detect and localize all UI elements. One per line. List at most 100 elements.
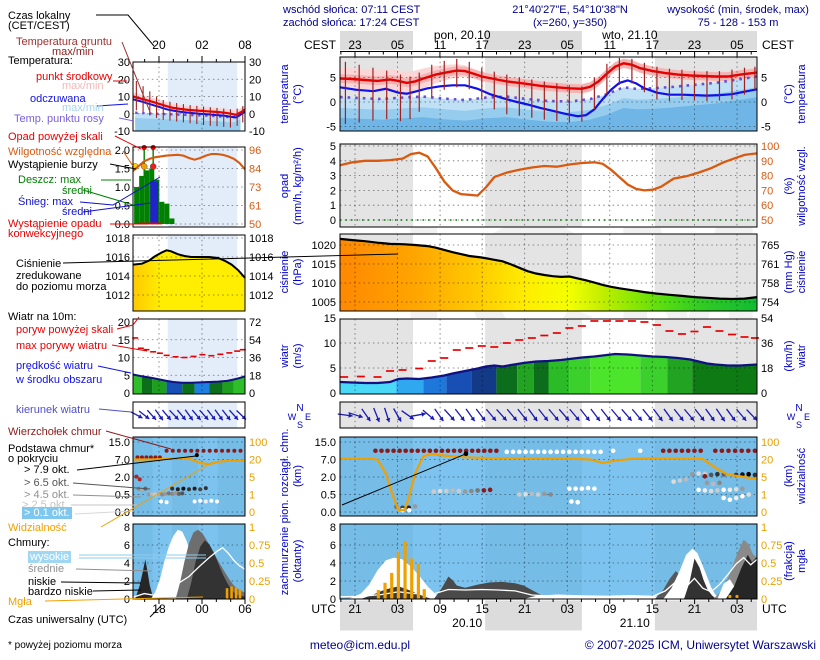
svg-text:5: 5 — [330, 363, 336, 375]
svg-text:E: E — [305, 412, 311, 422]
svg-text:2: 2 — [124, 576, 130, 588]
svg-text:6: 6 — [330, 540, 336, 552]
svg-text:0: 0 — [124, 388, 130, 400]
svg-text:CEST: CEST — [304, 38, 337, 52]
svg-text:03: 03 — [730, 602, 744, 616]
svg-text:1.5: 1.5 — [115, 164, 130, 176]
svg-text:E: E — [804, 412, 810, 422]
sunset-time: zachód słońca: 17:24 CEST — [283, 17, 420, 29]
svg-text:20: 20 — [761, 455, 773, 467]
svg-text:761: 761 — [761, 259, 779, 271]
svg-text:18: 18 — [761, 363, 773, 375]
svg-text:UTC: UTC — [311, 602, 336, 616]
svg-text:0: 0 — [249, 594, 255, 606]
svg-text:23: 23 — [348, 38, 362, 52]
legend-bardzo-niskie: bardzo niskie — [28, 586, 93, 598]
svg-text:-10: -10 — [114, 126, 130, 138]
svg-text:wiatr: wiatr — [279, 344, 291, 369]
svg-text:20: 20 — [118, 317, 130, 329]
svg-text:05: 05 — [561, 38, 575, 52]
panel-wind-direction — [337, 401, 758, 429]
svg-text:W: W — [288, 412, 297, 422]
legend-snieg-sredni: średni — [62, 206, 92, 218]
svg-text:17: 17 — [646, 38, 660, 52]
copyright-text: © 2007-2025 ICM, Uniwersytet Warszawski — [584, 638, 816, 652]
svg-text:10: 10 — [249, 92, 261, 104]
svg-text:15.0: 15.0 — [315, 437, 336, 449]
legend-cisnienie-2: zredukowane — [16, 270, 82, 282]
svg-text:1: 1 — [761, 522, 767, 534]
svg-text:ciśnienie: ciśnienie — [279, 251, 291, 294]
legend-footnote: * powyżej poziomu morza — [8, 640, 122, 651]
legend-temp-gruntu: Temperatura gruntu — [16, 36, 112, 48]
svg-text:0: 0 — [249, 109, 255, 121]
svg-text:(oktanty): (oktanty) — [292, 540, 304, 583]
svg-text:4: 4 — [330, 156, 336, 168]
header-time-axis: CEST CEST 23 05 11 17 23 05 11 17 23 05 pon, 20.10 wt… — [304, 28, 795, 57]
svg-text:100: 100 — [761, 437, 779, 449]
svg-text:1020: 1020 — [312, 240, 336, 252]
svg-text:(°C): (°C) — [783, 84, 795, 104]
svg-text:(km): (km) — [292, 465, 304, 487]
compass-icon: NSW E — [787, 403, 810, 430]
legend-odczuwana: odczuwana — [30, 93, 86, 105]
svg-text:1014: 1014 — [106, 271, 130, 283]
legend-mgla: Mgła — [8, 596, 32, 608]
legend-kierunek-wiatru: kierunek wiatru — [16, 404, 90, 416]
svg-text:5: 5 — [330, 73, 336, 85]
legend-okt-65: > 6.5 okt. — [24, 477, 70, 489]
svg-text:0.5: 0.5 — [321, 490, 336, 502]
svg-text:1: 1 — [249, 490, 255, 502]
legend-opad-powyzej-skali: Opad powyżej skali — [8, 131, 103, 143]
legend-max-porywy: max porywy wiatru — [16, 340, 108, 352]
svg-text:0.5: 0.5 — [249, 558, 264, 570]
svg-text:03: 03 — [561, 602, 575, 616]
panel-precip-humidity: 5 4 3 2 1 0 100 90 80 70 60 50 — [330, 141, 779, 228]
svg-text:10: 10 — [324, 338, 336, 350]
svg-text:1: 1 — [330, 200, 336, 212]
svg-text:50: 50 — [249, 219, 261, 231]
svg-text:(hPa): (hPa) — [292, 259, 304, 286]
sunrise-time: wschód słońca: 07:11 CEST — [283, 4, 421, 16]
svg-text:84: 84 — [249, 164, 261, 176]
svg-text:N: N — [795, 403, 802, 414]
svg-text:pion. rozciągł. chm.: pion. rozciągł. chm. — [279, 429, 291, 524]
svg-text:61: 61 — [249, 201, 261, 213]
legend-niskie: niskie — [28, 576, 57, 588]
svg-text:(%): (%) — [783, 177, 795, 194]
svg-text:mgła: mgła — [796, 548, 808, 573]
svg-text:60: 60 — [761, 200, 773, 212]
svg-text:-5: -5 — [326, 122, 336, 134]
svg-text:2.0: 2.0 — [115, 145, 130, 157]
svg-text:23: 23 — [518, 38, 532, 52]
svg-text:1012: 1012 — [249, 290, 273, 302]
svg-text:21: 21 — [348, 602, 362, 616]
svg-text:6: 6 — [124, 540, 130, 552]
mini-wind: 20 15 10 5 0 72 54 36 18 0 — [118, 317, 262, 400]
svg-text:0.0: 0.0 — [115, 219, 130, 231]
svg-text:54: 54 — [249, 335, 261, 347]
svg-text:50: 50 — [761, 215, 773, 227]
svg-text:2.0: 2.0 — [321, 472, 336, 484]
mini-time-axis-bottom: 18 00 06 — [144, 599, 252, 616]
svg-text:pon, 20.10: pon, 20.10 — [434, 28, 491, 42]
svg-text:1: 1 — [761, 490, 767, 502]
svg-text:36: 36 — [249, 353, 261, 365]
svg-text:21.10: 21.10 — [620, 616, 650, 630]
contact-email-link[interactable]: meteo@icm.edu.pl — [309, 638, 411, 652]
svg-text:2: 2 — [330, 185, 336, 197]
svg-text:0: 0 — [124, 594, 130, 606]
svg-text:0.75: 0.75 — [249, 540, 270, 552]
svg-text:30: 30 — [118, 57, 130, 69]
legend-okt-79: > 7.9 okt. — [24, 464, 70, 476]
svg-text:W: W — [787, 412, 796, 422]
legend-connectors — [44, 14, 399, 618]
svg-text:1018: 1018 — [249, 233, 273, 245]
svg-text:09: 09 — [603, 602, 617, 616]
svg-text:21: 21 — [688, 602, 702, 616]
svg-text:N: N — [296, 403, 303, 414]
svg-text:0.0: 0.0 — [321, 507, 336, 519]
